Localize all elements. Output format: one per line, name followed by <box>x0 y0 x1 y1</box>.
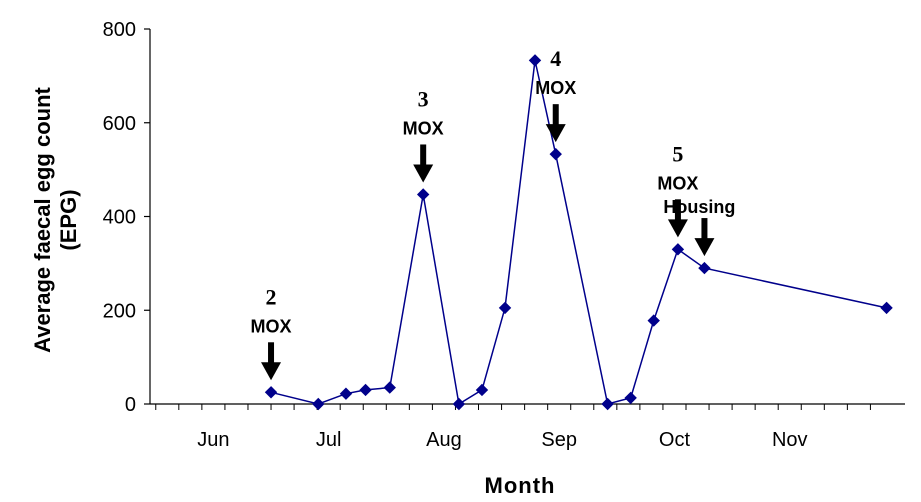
annotation-label: Housing <box>663 197 735 217</box>
annotation-5: MOX 5 <box>657 141 698 238</box>
data-point <box>624 391 637 405</box>
x-tick-label: Aug <box>426 429 462 451</box>
data-point <box>498 301 512 315</box>
annotation-housing: Housing <box>663 197 735 257</box>
x-tick-label: Sep <box>541 429 577 451</box>
x-axis-title: Month <box>485 473 556 498</box>
y-axis-title-line1: Average faecal egg count <box>30 86 55 352</box>
arrow-head-icon <box>413 164 434 183</box>
annotation-label: MOX <box>251 316 292 336</box>
data-point <box>549 147 562 161</box>
annotations: MOX 2 MOX 3 MOX 4 MOX 5 Housing <box>251 46 735 381</box>
arrow-down-icon <box>420 144 427 166</box>
data-points <box>264 54 893 411</box>
data-point <box>698 261 711 275</box>
x-tick-label: Nov <box>772 429 808 451</box>
data-point <box>647 314 660 327</box>
data-point <box>264 386 278 399</box>
data-point <box>383 381 396 394</box>
data-point <box>528 54 542 67</box>
data-point <box>312 397 325 411</box>
data-point <box>416 188 430 201</box>
series-line <box>270 60 887 406</box>
annotation-label: MOX <box>403 118 444 138</box>
annotation-label: MOX <box>657 173 698 193</box>
annotation-number: 2 <box>266 284 277 309</box>
arrow-head-icon <box>261 362 282 381</box>
axes <box>149 29 905 405</box>
annotation-2: MOX 2 <box>251 284 292 381</box>
data-point <box>359 383 372 397</box>
y-tick-labels: 0 200 400 600 800 <box>103 19 150 416</box>
annotation-number: 3 <box>418 86 429 111</box>
data-point <box>880 301 893 315</box>
y-tick-label: 800 <box>103 19 136 41</box>
arrow-down-icon <box>701 218 708 240</box>
x-tick-label: Jun <box>197 429 229 451</box>
data-point <box>601 397 614 411</box>
arrow-down-icon <box>674 199 681 221</box>
y-axis-title: Average faecal egg count (EPG) <box>30 86 81 352</box>
data-point <box>671 243 685 256</box>
annotation-4: MOX 4 <box>535 46 576 143</box>
x-tick-labels: Jun Jul Aug Sep Oct Nov <box>155 404 871 451</box>
annotation-3: MOX 3 <box>403 86 444 183</box>
x-tick-label: Oct <box>659 429 691 451</box>
x-tick-label: Jul <box>316 429 342 451</box>
y-tick-label: 0 <box>125 394 136 416</box>
arrow-head-icon <box>545 124 566 143</box>
annotation-label: MOX <box>535 78 576 98</box>
y-tick-label: 200 <box>103 300 136 322</box>
arrow-down-icon <box>552 104 559 126</box>
data-point <box>339 387 353 400</box>
y-tick-label: 400 <box>103 207 136 229</box>
data-point <box>452 397 466 411</box>
arrow-head-icon <box>667 219 688 238</box>
data-point <box>475 383 489 397</box>
arrow-down-icon <box>268 342 275 364</box>
annotation-number: 4 <box>550 46 561 71</box>
y-axis-title-line2: (EPG) <box>56 189 81 250</box>
arrow-head-icon <box>694 238 715 257</box>
y-tick-label: 600 <box>103 113 136 135</box>
annotation-number: 5 <box>672 141 683 166</box>
